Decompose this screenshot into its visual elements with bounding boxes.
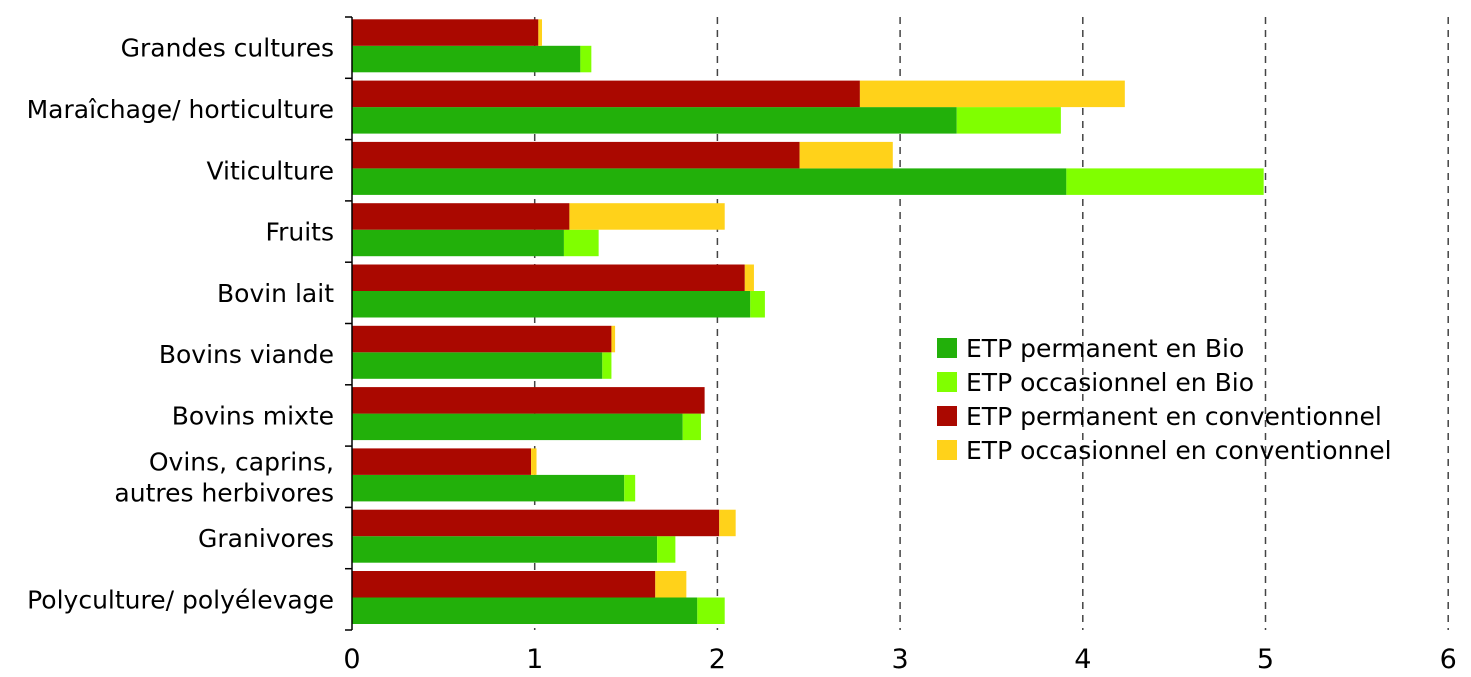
legend-swatch bbox=[937, 406, 957, 426]
category-label: autres herbivores bbox=[114, 478, 334, 507]
category-label: Ovins, caprins, bbox=[149, 447, 334, 476]
legend-label: ETP occasionnel en conventionnel bbox=[966, 436, 1392, 465]
x-tick-labels: 0 1 2 3 4 5 6 bbox=[343, 644, 1456, 675]
category-label: Bovin lait bbox=[217, 279, 334, 308]
legend: ETP permanent en Bio ETP occasionnel en B… bbox=[937, 334, 1392, 465]
bar-bio-permanent-0 bbox=[352, 45, 581, 73]
bar-bio-permanent-8 bbox=[352, 536, 658, 563]
bar-conv-permanent-2 bbox=[352, 141, 800, 169]
bar-bio-permanent-9 bbox=[352, 597, 698, 624]
bar-bio-occasionnel-6 bbox=[682, 413, 701, 441]
bar-bio-occasionnel-9 bbox=[697, 597, 725, 624]
bar-conv-permanent-0 bbox=[352, 19, 539, 46]
bar-bio-occasionnel-5 bbox=[602, 352, 612, 379]
bar-conv-permanent-8 bbox=[352, 509, 720, 537]
x-tick-label: 6 bbox=[1440, 644, 1457, 675]
bar-bio-permanent-1 bbox=[352, 107, 957, 134]
category-label: Fruits bbox=[266, 218, 334, 247]
bar-bio-occasionnel-4 bbox=[750, 291, 765, 318]
bar-bio-occasionnel-8 bbox=[657, 536, 676, 563]
bar-bio-permanent-3 bbox=[352, 229, 564, 257]
bar-conv-occasionnel-1 bbox=[859, 80, 1125, 108]
legend-label: ETP permanent en Bio bbox=[966, 334, 1244, 363]
x-tick-label: 3 bbox=[892, 644, 909, 675]
bar-conv-permanent-1 bbox=[352, 80, 860, 108]
bar-conv-occasionnel-7 bbox=[531, 448, 537, 475]
bar-conv-occasionnel-2 bbox=[799, 141, 893, 169]
bars bbox=[352, 19, 1264, 624]
bar-conv-permanent-6 bbox=[352, 387, 705, 414]
category-label: Bovins mixte bbox=[172, 401, 334, 430]
bar-bio-permanent-5 bbox=[352, 352, 603, 379]
legend-swatch bbox=[937, 372, 957, 392]
category-labels: Grandes cultures Maraîchage/ horticulture… bbox=[27, 34, 335, 615]
bar-conv-permanent-7 bbox=[352, 448, 532, 475]
bar-conv-occasionnel-8 bbox=[719, 509, 736, 537]
bar-bio-occasionnel-1 bbox=[956, 107, 1061, 134]
bar-bio-permanent-7 bbox=[352, 474, 625, 502]
bar-conv-occasionnel-4 bbox=[744, 264, 754, 291]
bar-bio-permanent-6 bbox=[352, 413, 683, 441]
category-label: Bovins viande bbox=[159, 340, 334, 369]
x-tick-label: 5 bbox=[1257, 644, 1274, 675]
bar-conv-occasionnel-5 bbox=[611, 325, 616, 353]
bar-bio-occasionnel-7 bbox=[624, 474, 636, 502]
bar-conv-occasionnel-3 bbox=[569, 203, 725, 230]
bar-conv-permanent-5 bbox=[352, 325, 612, 353]
bar-conv-occasionnel-9 bbox=[655, 571, 687, 598]
bar-conv-permanent-3 bbox=[352, 203, 570, 230]
bar-conv-occasionnel-0 bbox=[538, 19, 543, 46]
legend-label: ETP occasionnel en Bio bbox=[966, 368, 1254, 397]
category-label: Polyculture/ polyélevage bbox=[27, 585, 334, 614]
bar-conv-permanent-4 bbox=[352, 264, 745, 291]
bar-bio-permanent-4 bbox=[352, 291, 751, 318]
category-label: Granivores bbox=[198, 524, 334, 553]
category-label: Maraîchage/ horticulture bbox=[27, 95, 334, 124]
x-tick-label: 2 bbox=[709, 644, 726, 675]
bar-bio-occasionnel-3 bbox=[563, 229, 599, 257]
bar-bio-occasionnel-0 bbox=[580, 45, 592, 73]
legend-swatch bbox=[937, 338, 957, 358]
x-tick-label: 1 bbox=[526, 644, 543, 675]
axes bbox=[345, 16, 353, 631]
x-tick-label: 0 bbox=[343, 644, 360, 675]
bar-bio-permanent-2 bbox=[352, 168, 1067, 195]
category-label: Viticulture bbox=[206, 156, 334, 185]
x-tick-label: 4 bbox=[1074, 644, 1091, 675]
category-label: Grandes cultures bbox=[121, 34, 334, 63]
bar-conv-permanent-9 bbox=[352, 571, 656, 598]
legend-swatch bbox=[937, 440, 957, 460]
bar-bio-occasionnel-2 bbox=[1066, 168, 1264, 195]
legend-label: ETP permanent en conventionnel bbox=[966, 402, 1382, 431]
